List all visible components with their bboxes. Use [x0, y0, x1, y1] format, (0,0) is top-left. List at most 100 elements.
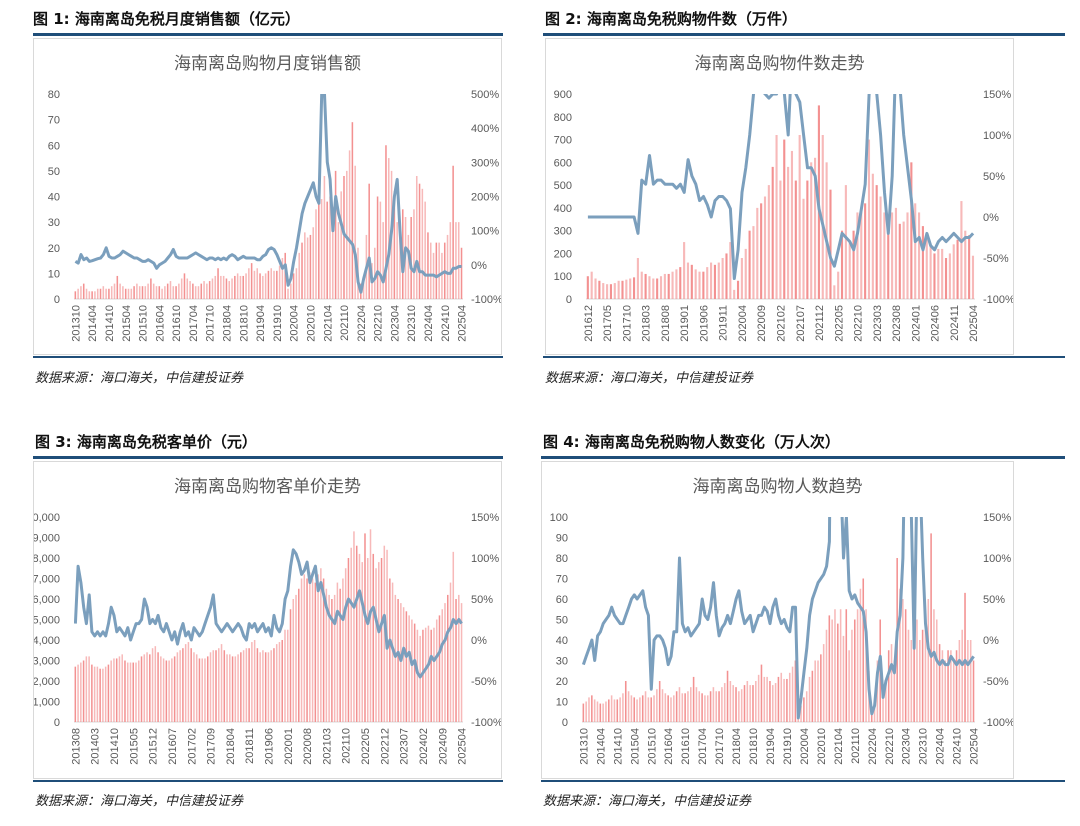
bar [938, 644, 941, 722]
bar [161, 288, 163, 299]
bar [702, 271, 705, 299]
bar [955, 650, 958, 722]
bar [883, 212, 886, 299]
bar [361, 562, 363, 722]
bar [267, 652, 270, 722]
bar [369, 529, 372, 722]
bar [108, 288, 110, 299]
y2-tick-label: -50% [983, 676, 1009, 688]
bar [930, 533, 932, 722]
bar [948, 253, 951, 299]
bar [208, 281, 211, 299]
bar [446, 234, 449, 299]
bar [585, 701, 587, 722]
bar [622, 693, 624, 722]
bar [102, 668, 104, 722]
bar [339, 588, 341, 722]
bar [851, 629, 853, 722]
bar [961, 629, 963, 722]
y-tick-label: 300 [554, 226, 572, 238]
x-tick-label: 202001 [283, 728, 295, 765]
bar [624, 681, 627, 722]
bar [455, 222, 457, 299]
x-tick-label: 202504 [968, 305, 980, 342]
bar [925, 239, 928, 299]
bar [783, 139, 786, 299]
bar [176, 652, 179, 722]
y2-tick-label: 150% [983, 512, 1011, 524]
x-tick-label: 201710 [205, 305, 217, 342]
bar [910, 162, 913, 299]
bar [684, 693, 686, 722]
bar [223, 650, 226, 722]
y-tick-label: 0 [562, 717, 568, 729]
bar [173, 656, 176, 722]
bar [686, 262, 690, 299]
bar [278, 265, 281, 299]
bar [449, 582, 452, 722]
y2-tick-label: -100% [983, 294, 1013, 306]
bar [119, 283, 121, 299]
bar [94, 291, 96, 299]
bar [721, 258, 724, 299]
bar [865, 609, 867, 722]
bar [383, 545, 386, 722]
bar [74, 666, 77, 722]
x-tick-label: 202004 [799, 728, 811, 765]
yoy-line [74, 548, 463, 679]
bar [323, 176, 326, 299]
bar [256, 648, 259, 722]
bar [113, 283, 116, 299]
bar [187, 642, 190, 722]
bar [318, 196, 320, 299]
bar [678, 687, 681, 722]
bar [135, 662, 137, 722]
bar [904, 609, 907, 722]
y-tick-label: 100 [550, 512, 568, 524]
bar [427, 625, 430, 722]
x-tick-label: 201510 [646, 728, 658, 765]
figure-2-title: 图 2: 海南离岛免税购物件数（万件） [545, 10, 797, 28]
bar [184, 644, 187, 722]
bar [605, 701, 607, 722]
x-tick-label: 201710 [621, 305, 633, 342]
bar [786, 678, 788, 722]
bar [138, 660, 140, 722]
bar [220, 275, 222, 299]
bar [236, 273, 239, 299]
bar [334, 170, 337, 299]
x-tick-label: 202308 [891, 305, 903, 342]
bar [132, 662, 135, 722]
figure-3-bottom-rule [33, 780, 503, 782]
x-tick-label: 202110 [850, 728, 862, 764]
yoy-line [74, 94, 462, 294]
bar [910, 640, 913, 722]
bar [200, 283, 203, 299]
bar [663, 273, 666, 299]
bar [890, 644, 893, 722]
bar [372, 553, 375, 722]
figure-3-title: 图 3: 海南离岛免税客单价（元） [35, 433, 257, 451]
bar [695, 687, 698, 722]
bar [779, 180, 782, 299]
x-tick-label: 202210 [884, 728, 896, 765]
x-tick-label: 201910 [782, 728, 794, 765]
bar [806, 180, 809, 299]
bar [348, 150, 351, 299]
bar [756, 207, 759, 299]
bar [725, 253, 728, 299]
y-tick-label: 600 [554, 157, 572, 169]
bar [147, 283, 149, 299]
bar [262, 650, 264, 722]
bar [860, 207, 863, 299]
bar [418, 183, 421, 299]
bar [783, 678, 785, 722]
bar [899, 588, 901, 722]
bar [413, 623, 416, 722]
figure-2-source: 数据来源：海口海关，中信建投证券 [545, 371, 754, 386]
bar [248, 648, 250, 722]
bar [449, 222, 452, 299]
bar [921, 629, 924, 722]
bar [852, 230, 855, 299]
bar [394, 594, 397, 722]
